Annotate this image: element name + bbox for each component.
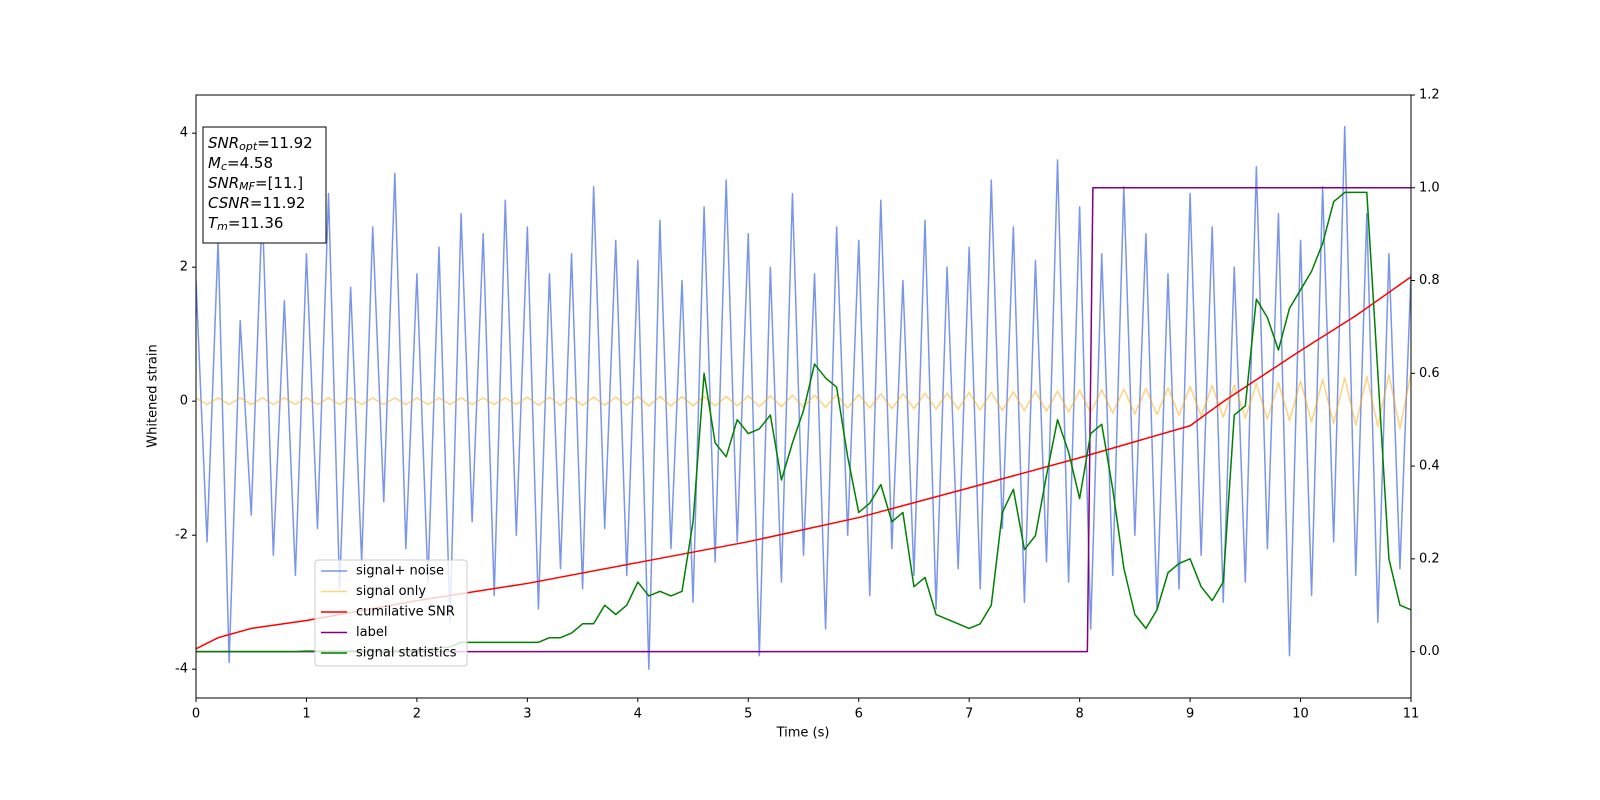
legend-label: signal+ noise (356, 564, 444, 579)
y-tick-label: -4 (175, 662, 188, 677)
x-tick-label: 10 (1292, 707, 1309, 722)
y2-tick-label: 0.6 (1419, 366, 1440, 381)
x-tick-label: 6 (855, 707, 863, 722)
annotation-line: SNRopt=11.92 (208, 134, 313, 154)
x-axis-label: Time (s) (776, 726, 830, 741)
y2-tick-label: 0.4 (1419, 459, 1440, 474)
y-tick-label: 4 (180, 126, 188, 141)
y-tick-label: -2 (175, 528, 188, 543)
annotation-symbol: M (208, 154, 221, 172)
x-tick-label: 2 (413, 707, 421, 722)
legend-label: signal statistics (356, 646, 457, 661)
annotation-symbol: SNR (208, 174, 239, 192)
annotation-value: =11.92 (257, 134, 313, 152)
annotation-value: =[11.] (255, 174, 303, 192)
annotation-subscript: m (217, 220, 228, 233)
x-tick-label: 3 (523, 707, 531, 722)
y-tick-label: 0 (180, 394, 188, 409)
annotation-value: =11.36 (228, 214, 284, 232)
annotation-symbol: CSNR (208, 194, 250, 212)
x-tick-label: 7 (965, 707, 973, 722)
y2-tick-label: 0.8 (1419, 273, 1440, 288)
y2-tick-label: 1.2 (1419, 88, 1440, 103)
series-line (196, 276, 1411, 650)
x-tick-label: 1 (302, 707, 310, 722)
annotation-line: CSNR=11.92 (208, 194, 305, 212)
annotation-value: =4.58 (227, 154, 273, 172)
annotation-line: Tm=11.36 (208, 214, 283, 234)
annotation-line: SNRMF=[11.] (208, 174, 303, 194)
annotation-subscript: opt (239, 140, 258, 153)
legend-label: label (356, 625, 387, 640)
x-tick-label: 4 (634, 707, 642, 722)
series-line (196, 125, 1411, 670)
x-tick-label: 8 (1075, 707, 1083, 722)
annotation-symbol: SNR (208, 134, 239, 152)
y-tick-label: 2 (180, 260, 188, 275)
annotation-symbol: T (208, 214, 219, 232)
annotation-line: Mc=4.58 (208, 154, 273, 174)
annotation-subscript: MF (239, 180, 255, 193)
y-axis-label: Whitened strain (146, 344, 161, 447)
annotation-subscript: c (221, 160, 227, 173)
x-tick-label: 5 (744, 707, 752, 722)
ticks: 0 1 2 3 4 5 6 7 8 9 10 11 -4 -2 0 2 4 0.0 0.2 0.4 0.6 0.8 1.0 1… (175, 88, 1440, 722)
y2-tick-label: 1.0 (1419, 180, 1440, 195)
annotation-value: =11.92 (250, 194, 306, 212)
annotation-frame (202, 126, 327, 244)
y2-tick-label: 0.0 (1419, 644, 1440, 659)
legend: signal+ noise signal only cumilative SNR la… (314, 559, 468, 667)
legend-frame (314, 559, 468, 667)
annotation-box: SNRopt=11.92Mc=4.58SNRMF=[11.]CSNR=11.92… (202, 126, 327, 244)
legend-label: signal only (356, 584, 426, 599)
x-tick-label: 0 (192, 707, 200, 722)
legend-label: cumilative SNR (356, 605, 455, 620)
x-tick-label: 11 (1403, 707, 1420, 722)
axes-frame (195, 94, 1412, 699)
x-tick-label: 9 (1186, 707, 1194, 722)
y2-tick-label: 0.2 (1419, 551, 1440, 566)
series-line (196, 187, 1411, 653)
